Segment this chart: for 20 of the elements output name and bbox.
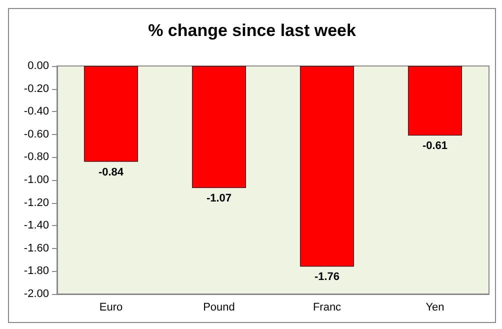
y-tick-label: -1.60: [24, 242, 49, 254]
y-tick-label: -1.40: [24, 220, 49, 232]
y-tick-label: -1.20: [24, 196, 49, 209]
y-tick-label: -0.80: [24, 151, 49, 164]
y-tick-label: -2.00: [24, 288, 49, 300]
y-tick-label: -0.60: [24, 128, 49, 140]
y-tick-label: -1.80: [24, 265, 49, 278]
x-tick-label: Franc: [312, 302, 342, 314]
x-tick-label: Pound: [203, 302, 235, 314]
y-tick-label: -0.40: [24, 106, 49, 118]
data-label: -0.61: [422, 140, 448, 152]
y-tick-label: 0.00: [28, 60, 49, 72]
data-label: -0.84: [98, 166, 124, 178]
y-tick-label: -1.00: [24, 174, 49, 186]
data-label: -1.07: [206, 192, 232, 204]
chart-title: % change since last week: [148, 21, 356, 40]
x-tick-label: Euro: [99, 302, 123, 314]
data-label: -1.76: [314, 271, 340, 284]
y-tick-label: -0.20: [24, 82, 49, 95]
x-tick-label: Yen: [426, 302, 444, 314]
